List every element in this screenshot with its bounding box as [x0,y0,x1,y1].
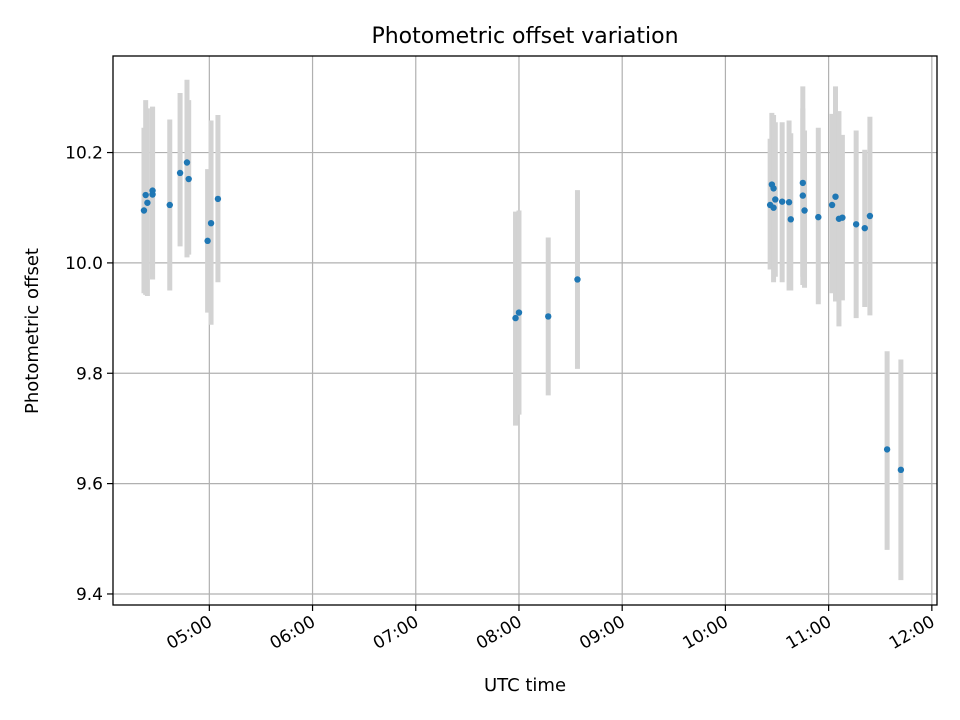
data-point [770,185,777,192]
y-tick-label: 9.4 [76,585,103,605]
data-point [185,175,192,183]
y-tick-label: 9.8 [76,364,103,384]
data-point [204,237,211,245]
data-points [140,159,905,474]
data-point [852,221,860,228]
y-tick-label: 10.0 [65,254,103,274]
data-point [166,201,173,209]
data-point [801,207,808,214]
data-point [861,224,868,232]
data-point [574,276,581,283]
y-tick-label: 10.2 [65,144,103,164]
plot-frame [112,55,938,606]
x-axis-label: UTC time [484,675,566,696]
data-point [176,169,184,177]
data-point [149,191,156,198]
data-point [799,192,807,199]
data-point [770,204,777,211]
data-point [207,219,215,227]
data-point [897,466,905,474]
data-point [214,195,222,203]
data-point [183,159,191,166]
data-point [883,446,891,453]
data-point [799,179,807,187]
data-point [832,193,839,200]
data-point [140,207,148,214]
data-point [515,309,523,316]
data-point [545,313,552,320]
chart-title: Photometric offset variation [371,24,678,49]
y-axis-label: Photometric offset [22,248,43,414]
data-point [815,213,822,221]
data-point [785,199,793,206]
data-point [866,212,874,220]
data-point [828,201,836,209]
data-point [512,314,519,322]
data-point [144,199,151,206]
data-point [142,191,149,199]
data-point [772,196,779,203]
y-tick-label: 9.6 [76,475,103,495]
data-point [787,216,794,223]
y-axis-ticks: 9.4 9.6 9.8 10.0 10.2 [65,144,113,605]
grid [113,56,937,605]
data-point [839,214,846,221]
data-point [778,198,786,205]
